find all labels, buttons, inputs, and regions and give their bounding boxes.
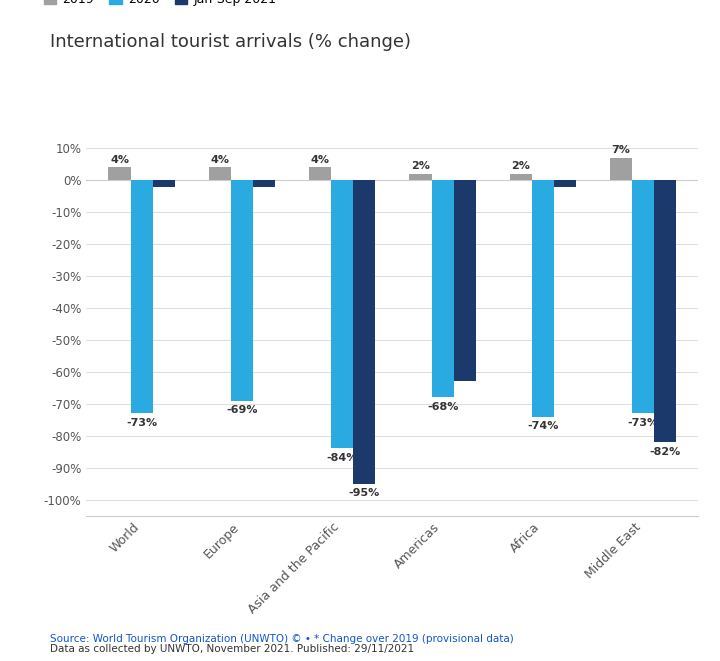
Bar [153, 180, 175, 186]
Bar [610, 158, 632, 180]
Bar [209, 167, 231, 180]
Bar [554, 180, 576, 186]
Text: Data as collected by UNWTO, November 2021. Published: 29/11/2021: Data as collected by UNWTO, November 202… [50, 644, 415, 654]
Text: 4%: 4% [310, 155, 330, 165]
Legend: 2019, 2020, Jan-Sep 2021*: 2019, 2020, Jan-Sep 2021* [44, 0, 282, 6]
Bar [331, 180, 354, 449]
Text: -69%: -69% [226, 405, 258, 415]
Text: -73%: -73% [628, 418, 659, 428]
Text: -74%: -74% [527, 421, 559, 432]
Bar [109, 167, 130, 180]
Bar [510, 174, 532, 180]
Text: 2%: 2% [511, 161, 530, 171]
Bar [130, 180, 153, 413]
Bar [532, 180, 554, 416]
Text: 2%: 2% [411, 161, 430, 171]
Bar [431, 180, 454, 397]
Text: Source: World Tourism Organization (UNWTO) © • * Change over 2019 (provisional d: Source: World Tourism Organization (UNWT… [50, 635, 514, 644]
Text: -73%: -73% [126, 418, 157, 428]
Text: International tourist arrivals (% change): International tourist arrivals (% change… [50, 33, 411, 51]
Text: -82%: -82% [649, 447, 681, 457]
Bar [253, 180, 275, 186]
Text: 4%: 4% [110, 155, 129, 165]
Text: 7%: 7% [612, 145, 631, 155]
Text: 4%: 4% [210, 155, 230, 165]
Bar [309, 167, 331, 180]
Bar [654, 180, 676, 442]
Text: -68%: -68% [427, 402, 458, 412]
Bar [354, 180, 375, 484]
Bar [410, 174, 431, 180]
Bar [231, 180, 253, 401]
Bar [454, 180, 476, 381]
Text: -95%: -95% [348, 488, 380, 498]
Bar [632, 180, 654, 413]
Text: -84%: -84% [327, 453, 358, 463]
